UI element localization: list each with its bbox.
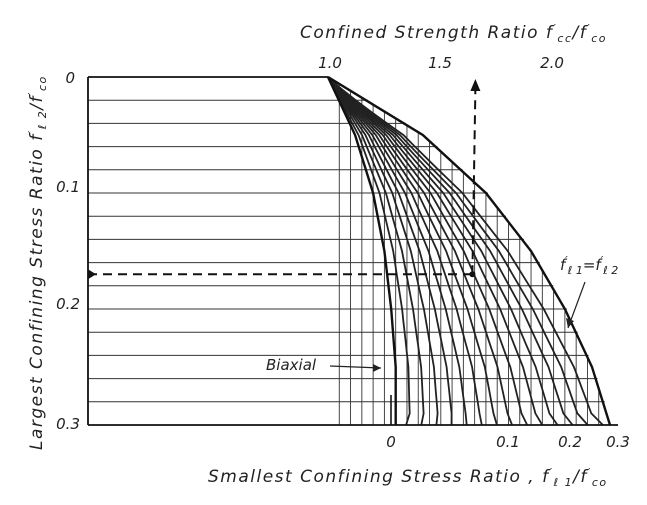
constant-f-l1-curve: [327, 76, 425, 426]
left-axis-title: Largest Confining Stress Ratio f′ℓ 2/f′c…: [26, 75, 49, 450]
constant-f-l1-curve: [327, 76, 574, 426]
left-tick-label: 0.3: [56, 415, 80, 433]
constant-f-l1-curve: [327, 76, 411, 426]
constant-f-l1-curve: [327, 76, 468, 426]
constant-f-l1-curve: [327, 76, 498, 426]
curve-family: [326, 75, 612, 426]
constant-f-l1-curve: [327, 76, 439, 426]
bottom-tick-label: 0.1: [496, 433, 520, 451]
equal-confinement-curve: [327, 75, 612, 426]
constant-f-l1-curve: [327, 76, 483, 426]
constant-f-l1-curve: [327, 76, 559, 426]
biaxial-arrowhead: [373, 364, 381, 372]
left-tick-label: 0.1: [56, 178, 80, 196]
constant-f-l1-curve: [327, 76, 513, 426]
example-vertical-dashed: [471, 88, 477, 275]
grid-lines: [88, 76, 612, 426]
constant-f-l1-curve: [327, 76, 589, 426]
constant-f-l1-curve: [327, 76, 529, 426]
top-axis-title: Confined Strength Ratio f′cc/f′co: [300, 22, 607, 45]
left-tick-label: 0.2: [56, 295, 80, 313]
top-tick-label: 2.0: [540, 54, 564, 72]
example-arrowhead-left: [88, 269, 96, 280]
bottom-tick-label: 0.2: [558, 433, 582, 451]
constant-f-l1-curve: [327, 76, 453, 426]
bottom-axis-title: Smallest Confining Stress Ratio , f′ℓ 1/…: [208, 466, 608, 489]
biaxial-curve: [326, 76, 397, 425]
example-path: [88, 79, 481, 280]
bottom-tick-label: 0: [386, 433, 396, 451]
equal-confinement-label: f′ℓ 1=f′ℓ 2: [560, 254, 618, 277]
bottom-tick-label: 0.3: [606, 433, 630, 451]
biaxial-label: Biaxial: [266, 356, 317, 374]
constant-f-l1-curve: [327, 76, 604, 426]
top-tick-label: 1.0: [318, 54, 342, 72]
example-arrowhead-top: [470, 79, 481, 91]
biaxial-leader: [329, 365, 382, 369]
equal-confinement-arrowhead: [566, 318, 574, 328]
left-tick-label: 0: [65, 69, 75, 87]
plot-frame: [87, 76, 618, 426]
top-tick-label: 1.5: [428, 54, 452, 72]
